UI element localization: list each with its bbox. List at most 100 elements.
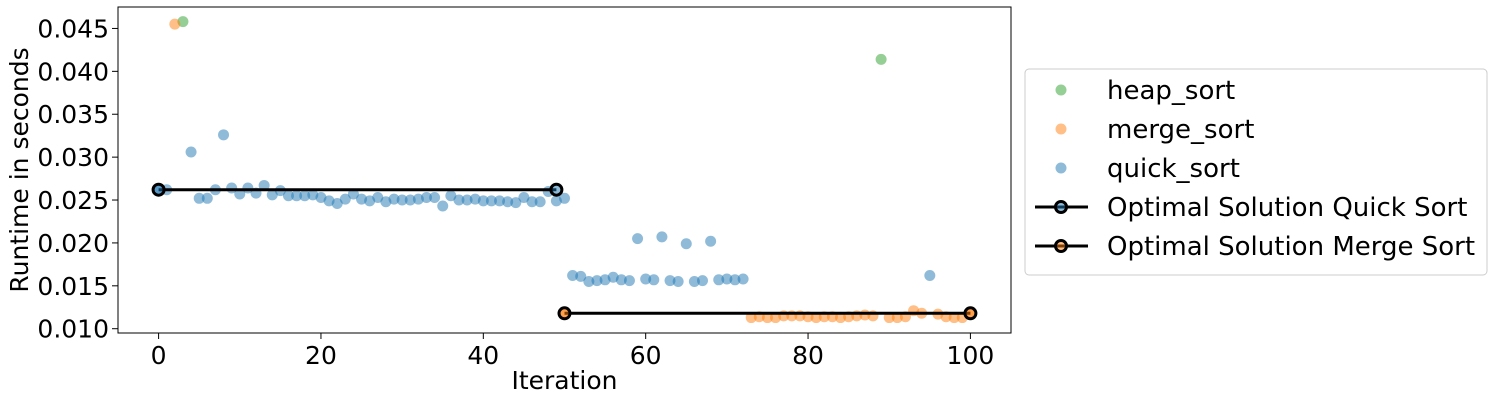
quick-sort-point bbox=[485, 195, 497, 207]
quick-sort-point bbox=[632, 233, 644, 245]
quick-sort-point bbox=[396, 194, 408, 206]
quick-sort-point bbox=[266, 189, 278, 201]
legend-item-optimal-solution-merge-sort: Optimal Solution Merge Sort bbox=[1035, 232, 1475, 262]
quick-sort-point bbox=[420, 191, 432, 203]
legend-label: Optimal Solution Merge Sort bbox=[1107, 232, 1475, 262]
y-tick-label: 0.045 bbox=[37, 14, 109, 43]
x-tick-label: 0 bbox=[151, 341, 167, 370]
series-quick-sort bbox=[153, 129, 936, 288]
quick-sort-point bbox=[453, 194, 465, 206]
legend-frame bbox=[1024, 68, 1488, 276]
quick-sort-point bbox=[461, 194, 473, 206]
legend-item-quick-sort: quick_sort bbox=[1055, 154, 1240, 184]
quick-sort-point bbox=[477, 195, 489, 207]
legend-marker-swatch bbox=[1055, 123, 1067, 135]
optimal-solution-quick-sort-endpoint bbox=[549, 182, 564, 197]
legend-label: merge_sort bbox=[1107, 115, 1254, 145]
quick-sort-point bbox=[583, 276, 595, 288]
x-tick-label: 100 bbox=[947, 341, 995, 370]
series-optimal-solution-merge-sort bbox=[557, 306, 978, 321]
quick-sort-point bbox=[193, 192, 205, 204]
quick-sort-point bbox=[291, 190, 303, 202]
quick-sort-point bbox=[437, 200, 449, 212]
legend-marker-swatch bbox=[1055, 84, 1067, 96]
quick-sort-point bbox=[331, 197, 343, 209]
quick-sort-point bbox=[640, 273, 652, 285]
y-tick-label: 0.030 bbox=[37, 143, 109, 172]
quick-sort-point bbox=[729, 274, 741, 286]
legend-item-optimal-solution-quick-sort: Optimal Solution Quick Sort bbox=[1035, 193, 1467, 223]
series-heap-sort bbox=[177, 16, 887, 65]
quick-sort-point bbox=[404, 194, 416, 206]
merge-sort-point bbox=[169, 18, 181, 30]
quick-sort-point bbox=[656, 231, 668, 243]
x-tick-label: 20 bbox=[305, 341, 337, 370]
quick-sort-point bbox=[615, 274, 627, 286]
quick-sort-point bbox=[201, 192, 213, 204]
x-tick-label: 40 bbox=[467, 341, 499, 370]
legend-marker-swatch bbox=[1055, 162, 1067, 174]
quick-sort-point bbox=[502, 196, 514, 208]
series-optimal-solution-quick-sort bbox=[151, 182, 564, 197]
quick-sort-point bbox=[494, 195, 506, 207]
quick-sort-point bbox=[372, 191, 384, 203]
legend-label: quick_sort bbox=[1107, 154, 1240, 184]
quick-sort-point bbox=[713, 274, 725, 286]
x-axis-label: Iteration bbox=[511, 366, 617, 395]
optimal-solution-merge-sort-endpoint bbox=[557, 306, 572, 321]
quick-sort-point bbox=[737, 273, 749, 285]
quick-sort-point bbox=[648, 274, 660, 286]
quick-sort-point bbox=[388, 193, 400, 205]
y-axis-label: Runtime in seconds bbox=[5, 47, 34, 292]
y-tick-label: 0.020 bbox=[37, 229, 109, 258]
quick-sort-point bbox=[623, 275, 635, 287]
quick-sort-point bbox=[721, 273, 733, 285]
quick-sort-point bbox=[258, 179, 270, 191]
quick-sort-point bbox=[339, 193, 351, 205]
quick-sort-point bbox=[534, 196, 546, 208]
quick-sort-point bbox=[575, 270, 587, 282]
plot-frame bbox=[117, 6, 1012, 334]
quick-sort-point bbox=[445, 190, 457, 202]
legend-item-merge-sort: merge_sort bbox=[1055, 115, 1254, 145]
quick-sort-point bbox=[429, 191, 441, 203]
quick-sort-point bbox=[680, 238, 692, 250]
merge-sort-point bbox=[883, 312, 895, 324]
y-tick-label: 0.025 bbox=[37, 186, 109, 215]
quick-sort-point bbox=[347, 188, 359, 200]
optimal-solution-quick-sort-endpoint bbox=[151, 182, 166, 197]
plot-marks bbox=[151, 16, 978, 324]
quick-sort-point bbox=[234, 188, 246, 200]
merge-sort-point bbox=[745, 312, 757, 324]
optimal-solution-merge-sort-endpoint bbox=[963, 306, 978, 321]
quick-sort-point bbox=[688, 276, 700, 288]
legend: heap_sort merge_sort quick_sort Optimal Sol… bbox=[1024, 68, 1488, 276]
quick-sort-point bbox=[591, 275, 603, 287]
merge-sort-point bbox=[948, 312, 960, 324]
merge-sort-point bbox=[891, 312, 903, 324]
merge-sort-point bbox=[835, 312, 847, 324]
quick-sort-point bbox=[518, 191, 530, 203]
quick-sort-point bbox=[664, 275, 676, 287]
legend-label: heap_sort bbox=[1107, 76, 1235, 106]
quick-sort-point bbox=[672, 276, 684, 288]
x-axis-ticks: 0 20 40 60 80 100 bbox=[151, 333, 995, 370]
x-tick-label: 60 bbox=[630, 341, 662, 370]
legend-label: Optimal Solution Quick Sort bbox=[1107, 193, 1467, 223]
y-tick-label: 0.015 bbox=[37, 272, 109, 301]
quick-sort-point bbox=[218, 129, 230, 141]
y-tick-label: 0.035 bbox=[37, 100, 109, 129]
legend-marker-swatch bbox=[1054, 239, 1068, 253]
legend-item-heap-sort: heap_sort bbox=[1055, 76, 1235, 106]
quick-sort-point bbox=[526, 196, 538, 208]
legend-marker-swatch bbox=[1054, 200, 1068, 214]
quick-sort-point bbox=[924, 270, 936, 282]
quick-sort-point bbox=[282, 190, 294, 202]
y-axis-ticks: 0.010 0.015 0.020 0.025 0.030 0.035 0.040 0.045 bbox=[37, 14, 118, 344]
y-tick-label: 0.040 bbox=[37, 57, 109, 86]
merge-sort-point bbox=[761, 312, 773, 324]
quick-sort-point bbox=[510, 197, 522, 209]
y-tick-label: 0.010 bbox=[37, 315, 109, 344]
heap-sort-point bbox=[875, 53, 887, 65]
x-tick-label: 80 bbox=[792, 341, 824, 370]
